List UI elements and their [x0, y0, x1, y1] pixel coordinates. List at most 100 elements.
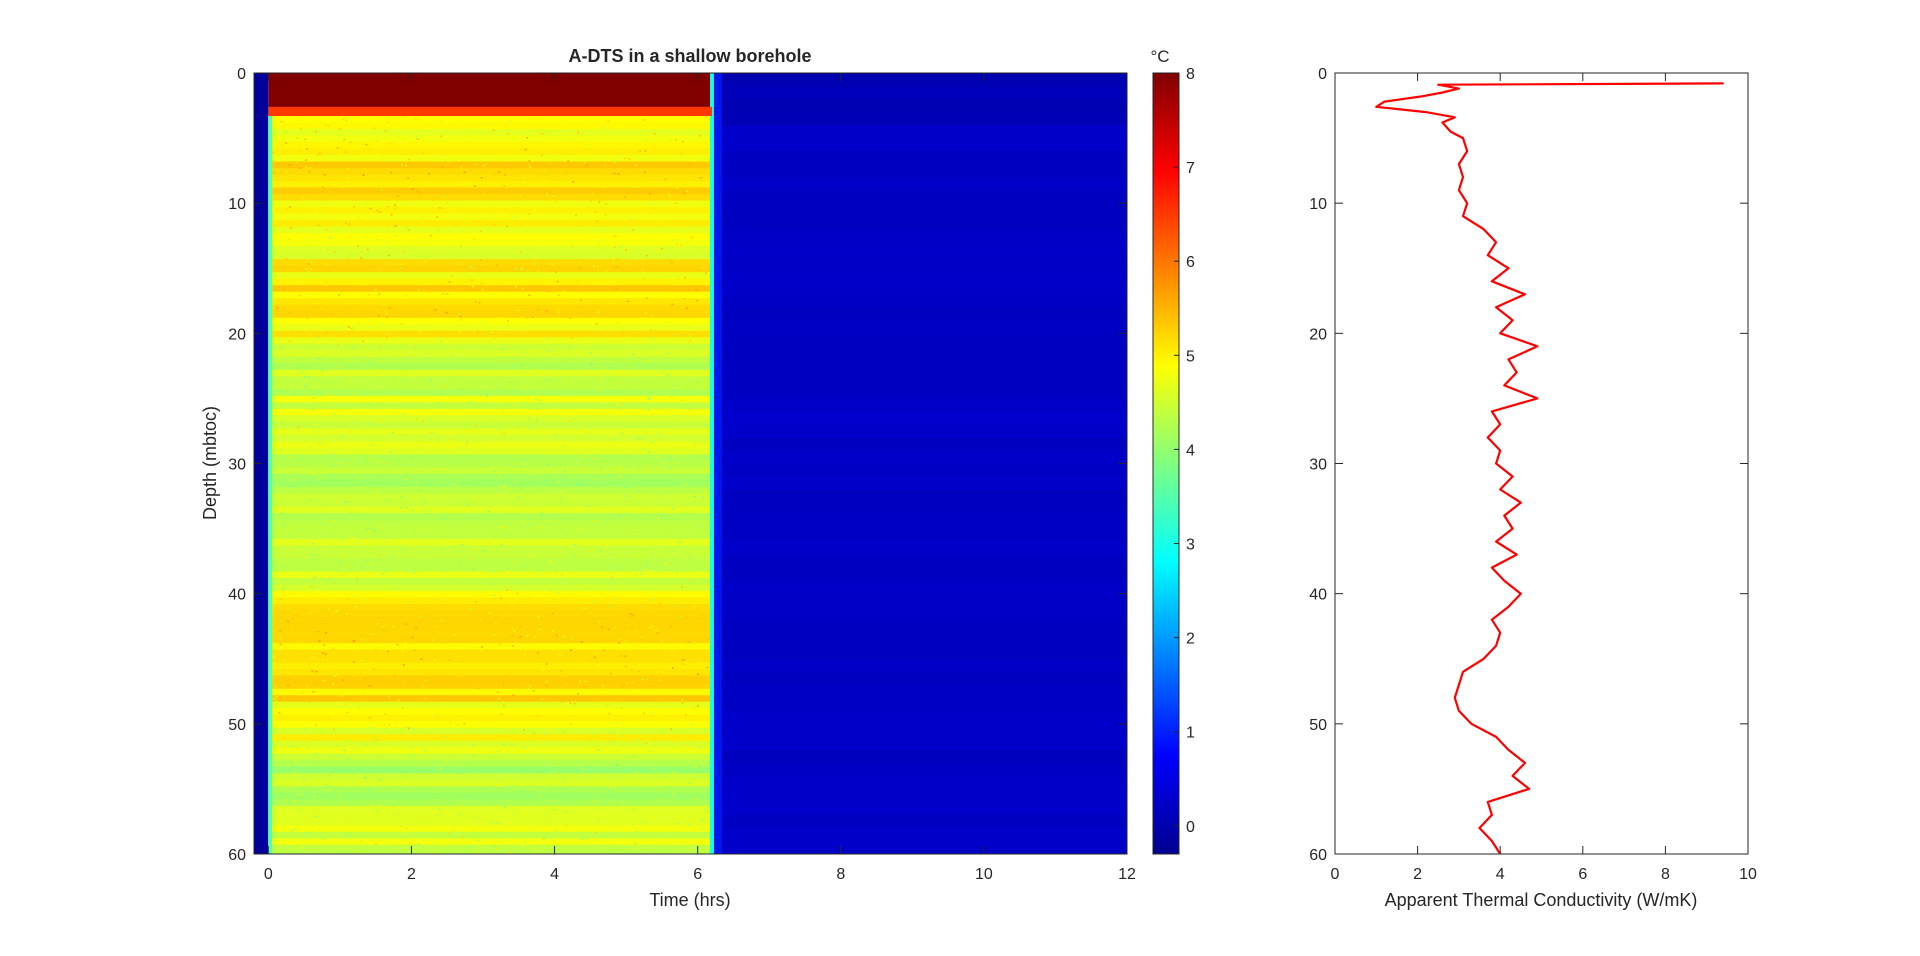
heatmap-speckle — [503, 432, 506, 435]
heatmap-speckle — [560, 440, 563, 442]
heatmap-stripe — [721, 619, 1127, 634]
heatmap-speckle — [590, 337, 593, 340]
heatmap-speckle — [618, 465, 621, 468]
heatmap-speckle — [337, 329, 340, 332]
heatmap-speckle — [555, 355, 558, 358]
heatmap-speckle — [625, 495, 628, 498]
conductivity-point — [1511, 319, 1514, 322]
heatmap-stripe — [721, 749, 1127, 764]
heatmap-speckle — [364, 236, 367, 238]
heatmap-speckle — [308, 700, 311, 703]
heatmap-stripe — [721, 437, 1127, 451]
heatmap-speckle — [676, 462, 679, 464]
heatmap-y-axis-label: Depth (mbtoc) — [200, 406, 220, 520]
heatmap-speckle — [532, 474, 535, 477]
conductivity-point — [1499, 488, 1501, 491]
heatmap-speckle — [705, 491, 708, 493]
heatmap-speckle — [329, 191, 332, 193]
heatmap-speckle — [314, 554, 317, 557]
heatmap-speckle — [464, 481, 467, 484]
heatmap-speckle — [555, 634, 558, 637]
heatmap-speckle — [297, 641, 300, 644]
conductivity-point — [1449, 130, 1452, 133]
heatmap-speckle — [371, 563, 374, 565]
heatmap-speckle — [336, 225, 339, 227]
heatmap-speckle — [540, 529, 543, 531]
heatmap-speckle — [562, 597, 565, 600]
heatmap-speckle — [549, 783, 552, 786]
heatmap-stripe — [272, 682, 712, 690]
heatmap-speckle — [616, 321, 619, 324]
heatmap-speckle — [412, 755, 415, 758]
heatmap-speckle — [492, 207, 495, 209]
heatmap-speckle — [300, 441, 303, 444]
heatmap-speckle — [448, 832, 451, 835]
heatmap-speckle — [349, 434, 352, 436]
heatmap-speckle — [581, 767, 584, 770]
heatmap-speckle — [497, 503, 500, 506]
heatmap-stripe — [721, 671, 1127, 686]
heatmap-speckle — [410, 375, 413, 378]
heatmap-speckle — [347, 326, 350, 328]
heatmap-speckle — [274, 308, 277, 311]
heatmap-speckle — [474, 333, 477, 335]
heatmap-speckle — [523, 654, 526, 656]
heatmap-speckle — [446, 812, 449, 815]
heatmap-speckle — [303, 852, 306, 854]
heatmap-speckle — [348, 834, 351, 836]
heatmap-speckle — [536, 715, 539, 717]
conductivity-point — [1507, 749, 1510, 751]
heatmap-stripe — [272, 558, 712, 566]
heatmap-speckle — [679, 152, 682, 155]
heatmap-speckle — [297, 376, 300, 379]
heatmap-speckle — [505, 123, 508, 126]
heatmap-speckle — [310, 586, 313, 588]
heatmap-stripe — [272, 337, 712, 345]
heatmap-speckle — [306, 391, 309, 393]
heatmap-speckle — [499, 841, 502, 844]
heatmap-speckle — [400, 506, 403, 509]
heatmap-speckle — [363, 396, 366, 398]
heatmap-speckle — [298, 294, 301, 297]
heatmap-speckle — [394, 115, 397, 118]
heatmap-speckle — [278, 832, 281, 834]
heatmap-speckle — [519, 251, 522, 253]
heatmap-speckle — [608, 712, 611, 715]
heatmap-speckle — [645, 138, 648, 141]
heatmap-speckle — [366, 527, 369, 530]
heatmap-speckle — [340, 694, 343, 697]
line-x-tick-label: 0 — [1331, 866, 1340, 883]
heatmap-speckle — [485, 629, 488, 631]
heatmap-speckle — [534, 251, 537, 253]
heatmap-speckle — [680, 244, 683, 246]
heatmap-speckle — [532, 368, 535, 371]
heatmap-speckle — [564, 811, 567, 814]
heatmap-speckle — [385, 337, 388, 340]
heatmap-speckle — [621, 735, 624, 737]
heatmap-speckle — [551, 778, 554, 781]
heatmap-speckle — [531, 737, 534, 739]
heatmap-speckle — [288, 365, 291, 367]
heatmap-speckle — [570, 245, 573, 248]
heatmap-speckle — [564, 674, 567, 676]
heatmap-speckle — [367, 678, 370, 681]
heatmap-speckle — [325, 331, 328, 333]
heatmap-speckle — [635, 192, 638, 194]
heatmap-speckle — [439, 468, 442, 470]
heatmap-speckle — [587, 420, 590, 423]
heatmap-speckle — [314, 473, 317, 476]
heatmap-speckle — [451, 830, 454, 832]
heatmap-speckle — [564, 246, 567, 249]
heatmap-speckle — [567, 160, 570, 162]
heatmap-speckle — [583, 607, 586, 610]
heatmap-speckle — [423, 260, 426, 263]
heatmap-speckle — [381, 559, 384, 562]
heatmap-speckle — [644, 171, 647, 174]
heatmap-speckle — [508, 354, 511, 356]
heatmap-speckle — [319, 477, 322, 479]
heatmap-speckle — [614, 570, 617, 573]
heatmap-speckle — [573, 801, 576, 804]
heatmap-speckle — [358, 477, 361, 480]
heatmap-speckle — [549, 589, 552, 592]
heatmap-speckle — [385, 312, 388, 315]
